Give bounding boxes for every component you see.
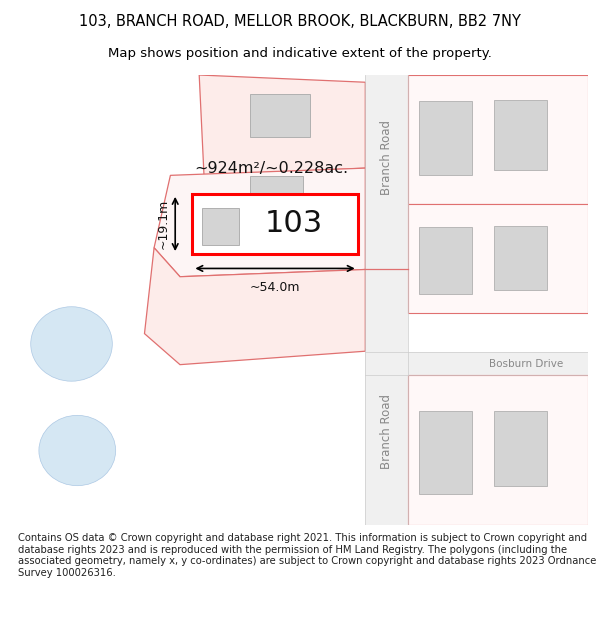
Polygon shape [154,168,365,277]
Bar [494,411,547,486]
Bar [407,375,588,525]
Text: Branch Road: Branch Road [380,120,393,195]
Bar [365,352,588,375]
Bar [407,75,588,204]
Bar [250,176,303,212]
Polygon shape [199,75,365,176]
Bar [419,411,472,494]
Bar [494,100,547,170]
Text: Bosburn Drive: Bosburn Drive [489,359,563,369]
Text: ~924m²/~0.228ac.: ~924m²/~0.228ac. [194,161,348,176]
Polygon shape [145,248,365,364]
Text: Branch Road: Branch Road [380,394,393,469]
Bar [250,94,310,137]
Bar [202,209,239,244]
Bar [407,204,588,313]
Bar [419,227,472,294]
Text: Map shows position and indicative extent of the property.: Map shows position and indicative extent… [108,48,492,61]
Text: Contains OS data © Crown copyright and database right 2021. This information is : Contains OS data © Crown copyright and d… [18,533,596,578]
Bar [365,75,407,525]
Bar [494,226,547,290]
Text: 103, BRANCH ROAD, MELLOR BROOK, BLACKBURN, BB2 7NY: 103, BRANCH ROAD, MELLOR BROOK, BLACKBUR… [79,14,521,29]
Ellipse shape [31,307,112,381]
Text: 103: 103 [265,209,323,239]
Ellipse shape [39,416,116,486]
Text: ~54.0m: ~54.0m [250,281,300,294]
Text: ~19.1m: ~19.1m [157,199,169,249]
Bar [193,194,358,254]
Bar [419,101,472,176]
